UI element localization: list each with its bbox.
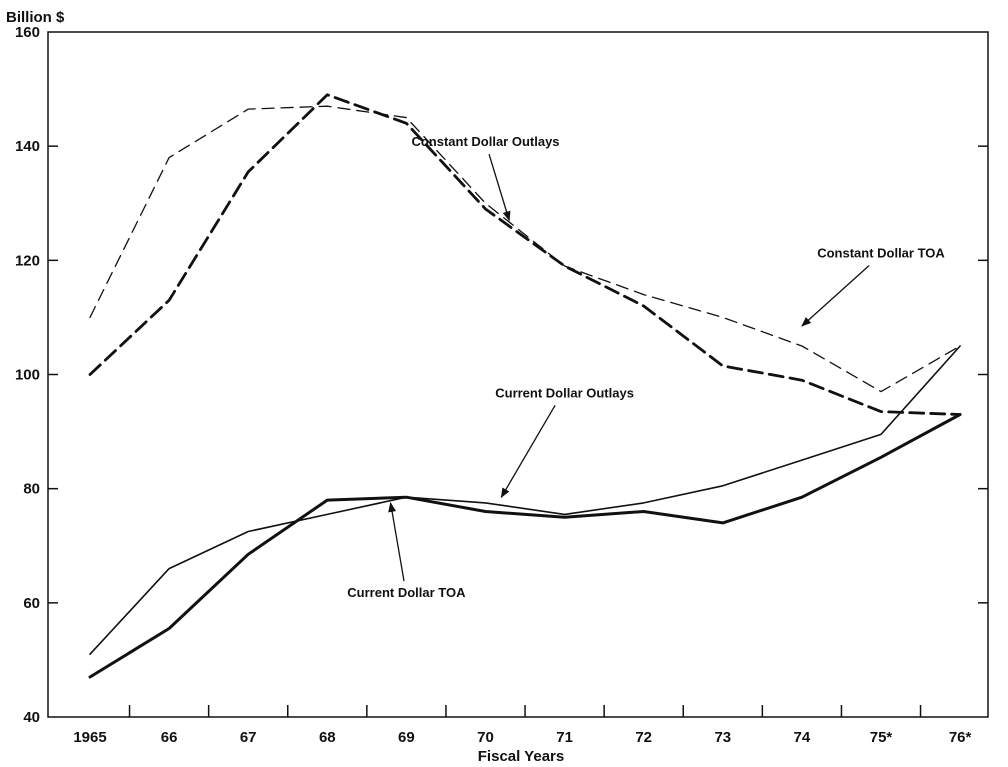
- annotation-arrow: [801, 264, 870, 327]
- x-tick-label: 72: [635, 729, 652, 746]
- y-tick-label: 100: [15, 367, 40, 384]
- x-tick-label: 68: [319, 729, 336, 746]
- annotation-arrow: [500, 405, 556, 499]
- y-tick-label: 120: [15, 252, 40, 269]
- series-layer: [88, 93, 962, 679]
- x-tick-label: 71: [556, 729, 573, 746]
- x-tick-label: 1965: [73, 729, 106, 746]
- annotation-label: Constant Dollar Outlays: [411, 134, 559, 149]
- x-tick-label: 67: [240, 729, 257, 746]
- x-tick-label: 75*: [870, 729, 893, 746]
- x-tick-label: 73: [714, 729, 731, 746]
- y-tick-label: 60: [23, 595, 40, 612]
- series-line-current-dollar-outlays: [89, 345, 961, 656]
- y-tick-label: 140: [15, 138, 40, 155]
- y-axis: 40 60 80 100 120 140 160: [15, 24, 988, 726]
- series-line-current-dollar-toa: [88, 413, 962, 679]
- annotation-label: Constant Dollar TOA: [817, 245, 945, 260]
- x-axis-title: Fiscal Years: [478, 748, 564, 765]
- annotation-arrow: [388, 501, 405, 582]
- x-tick-label: 69: [398, 729, 415, 746]
- y-tick-label: 40: [23, 709, 40, 726]
- series-line-constant-dollar-outlays: [89, 105, 961, 393]
- annotation-label: Current Dollar Outlays: [495, 385, 634, 400]
- x-axis: 1965 66 67 68 69 70 71 72 73 74 75* 76*: [73, 705, 972, 746]
- x-tick-label: 74: [794, 729, 811, 746]
- y-tick-label: 160: [15, 24, 40, 41]
- series-line-constant-dollar-toa: [88, 93, 962, 416]
- annotation-arrow: [488, 153, 511, 222]
- y-tick-label: 80: [23, 481, 40, 498]
- x-tick-label: 66: [161, 729, 178, 746]
- annotation-label: Current Dollar TOA: [347, 585, 466, 600]
- x-tick-label: 70: [477, 729, 494, 746]
- x-tick-label: 76*: [949, 729, 972, 746]
- annotation-layer: Constant Dollar Outlays Constant Dollar T…: [347, 134, 945, 600]
- y-axis-title: Billion $: [6, 9, 65, 26]
